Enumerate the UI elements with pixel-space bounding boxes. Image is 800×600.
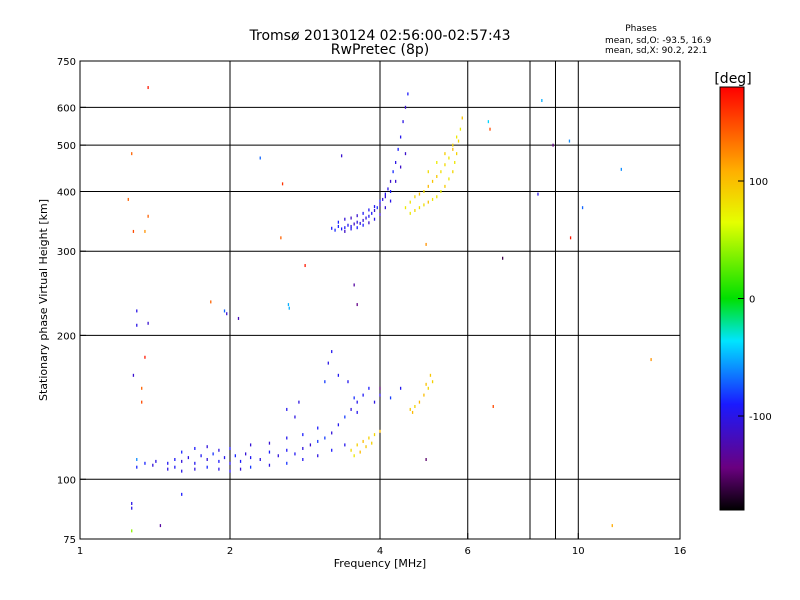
y-tick-label: 200: [57, 331, 76, 342]
stats-o-mode: mean, sd,O: -93.5, 16.9: [605, 36, 712, 46]
x-axis-ticks: 1 2 4 6 10 16: [77, 533, 687, 557]
x-tick-label: 6: [465, 546, 471, 557]
stats-x-mode: mean, sd,X: 90.2, 22.1: [605, 46, 707, 56]
x-tick-label: 1: [77, 546, 83, 557]
colorbar-tick-label: 0: [749, 295, 755, 306]
stats-title: Phases: [625, 24, 657, 34]
y-axis-label: Stationary phase Virtual Height [km]: [37, 199, 50, 401]
colorbar-tick-label: -100: [749, 412, 772, 423]
x-axis-label: Frequency [MHz]: [334, 557, 426, 570]
y-tick-label: 300: [57, 247, 76, 258]
chart-title: Tromsø 20130124 02:56:00-02:57:43: [249, 28, 511, 44]
x-tick-label: 10: [572, 546, 585, 557]
y-tick-label: 400: [57, 187, 76, 198]
x-tick-label: 4: [377, 546, 383, 557]
y-tick-label: 75: [63, 535, 76, 546]
grid: [80, 61, 680, 539]
data-points: [127, 86, 652, 533]
y-tick-label: 100: [57, 475, 76, 486]
colorbar-ticks: 100 0 -100: [738, 177, 772, 423]
colorbar-tick-label: 100: [749, 177, 768, 188]
x-tick-label: 2: [227, 546, 233, 557]
x-tick-label: 16: [674, 546, 687, 557]
y-tick-label: 750: [57, 57, 76, 68]
y-tick-label: 500: [57, 141, 76, 152]
colorbar-label: [deg]: [714, 71, 751, 87]
y-axis-ticks: 75 100 200 300 400 500 600 750: [57, 57, 86, 546]
y-tick-label: 600: [57, 103, 76, 114]
chart-subtitle: RwPretec (8p): [331, 42, 429, 58]
